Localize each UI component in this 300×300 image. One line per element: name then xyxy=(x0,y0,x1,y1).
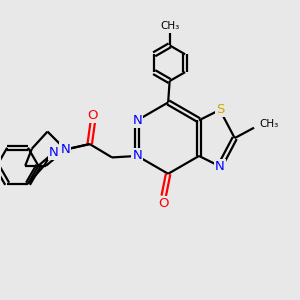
Text: N: N xyxy=(132,114,142,127)
Text: S: S xyxy=(216,103,224,116)
Text: O: O xyxy=(158,197,169,210)
Text: O: O xyxy=(87,109,98,122)
Text: CH₃: CH₃ xyxy=(260,119,279,129)
Text: N: N xyxy=(215,160,225,173)
Text: N: N xyxy=(132,149,142,162)
Text: N: N xyxy=(61,143,70,156)
Text: N: N xyxy=(49,146,59,159)
Text: CH₃: CH₃ xyxy=(160,21,179,32)
